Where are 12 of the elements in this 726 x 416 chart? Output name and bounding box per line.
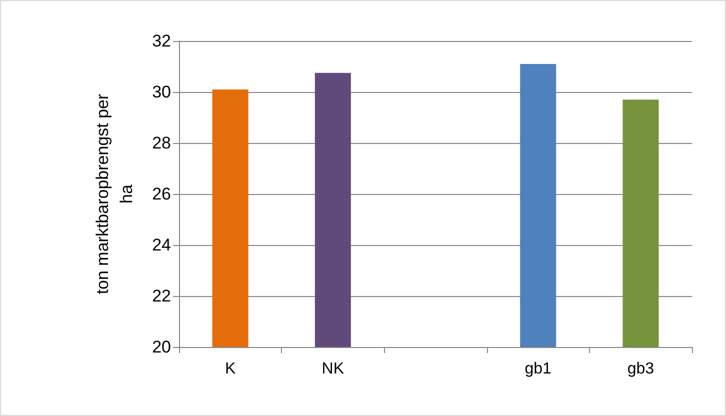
y-tick-label: 28 [152, 134, 171, 152]
x-tick-label: NK [322, 360, 344, 378]
y-tick-label: 20 [152, 338, 171, 356]
x-tick-label: gb3 [627, 360, 654, 378]
x-tick-label: gb1 [524, 360, 552, 378]
y-tick-label: 32 [152, 32, 171, 50]
y-axis-title: ton marktbaropbrengst per ha [92, 92, 137, 296]
y-tick-label: 24 [152, 236, 171, 254]
y-tick-label: 30 [152, 82, 171, 102]
y-tick-label: 22 [152, 286, 171, 306]
x-tick-label: K [224, 360, 236, 378]
y-tick-label: 26 [152, 184, 171, 204]
